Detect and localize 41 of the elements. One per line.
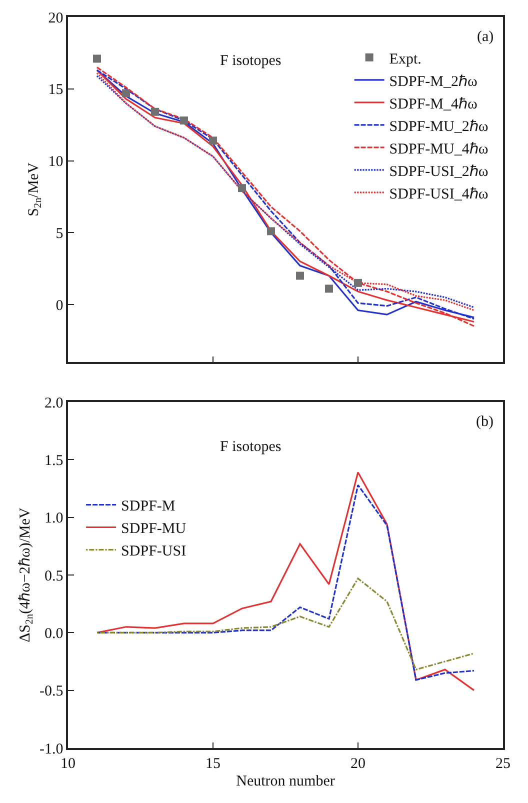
legend-label: Expt.	[389, 51, 422, 68]
point	[93, 54, 101, 63]
point	[325, 284, 333, 293]
point	[354, 278, 362, 287]
annotation: F isotopes	[220, 53, 282, 69]
legend-label: SDPF-MU_2ℏω	[389, 118, 488, 135]
point	[238, 184, 246, 192]
legend-label: SDPF-MU	[121, 521, 186, 538]
legend-label: SDPF-USI_4ℏω	[389, 186, 488, 202]
x-axis-title: Neutron number	[236, 773, 335, 790]
point	[180, 116, 188, 124]
annotation: (a)	[477, 29, 494, 45]
legend-label: SDPF-USI_2ℏω	[389, 164, 488, 180]
x-tick-label: 20	[350, 756, 366, 772]
line-series	[96, 578, 475, 670]
point	[296, 272, 304, 280]
y-tick-label: 0.0	[44, 626, 64, 642]
y-tick-label: 2.0	[44, 395, 64, 412]
point	[267, 227, 275, 236]
point	[122, 89, 130, 98]
y-tick-label: 1.5	[44, 452, 64, 469]
legend-label: SDPF-M	[121, 498, 176, 515]
x-tick-label: 15	[206, 756, 220, 772]
y-tick-label: 0	[56, 298, 64, 314]
annotation: (b)	[476, 414, 494, 430]
y-tick-label: 20	[48, 10, 64, 26]
y-tick-label: 10	[48, 154, 64, 170]
x-tick-label: 25	[496, 756, 510, 772]
y-tick-label: -1.0	[40, 741, 64, 758]
legend-label: SDPF-M_2ℏω	[389, 74, 478, 90]
legend-label: SDPF-M_4ℏω	[389, 96, 478, 112]
legend-label: SDPF-MU_4ℏω	[389, 141, 488, 158]
y-tick-label: 5	[56, 226, 64, 242]
y-tick-label: 0.5	[44, 568, 64, 584]
y-tick-label: 15	[48, 82, 64, 98]
point	[151, 108, 159, 116]
point	[209, 136, 217, 145]
annotation: F isotopes	[220, 439, 282, 455]
legend-label: SDPF-USI	[121, 544, 186, 560]
y-tick-label: -0.5	[40, 684, 64, 700]
y-tick-label: 1.0	[44, 510, 64, 527]
